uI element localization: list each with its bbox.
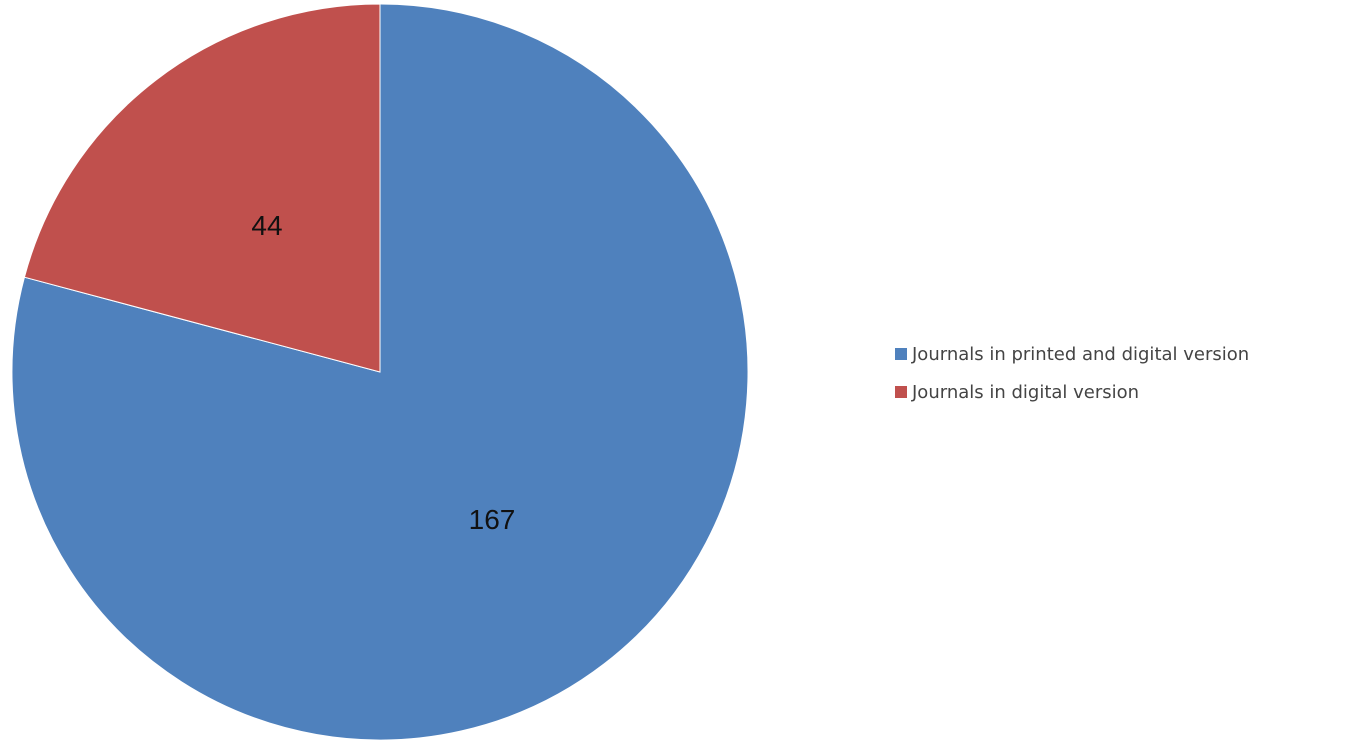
legend-item-digital: Journals in digital version — [895, 379, 1249, 405]
slice-label-digital: 44 — [251, 210, 282, 241]
pie-slices — [11, 3, 749, 740]
slice-label-printed-and-digital: 167 — [469, 504, 516, 535]
legend-swatch-printed-and-digital — [895, 348, 907, 360]
legend-item-printed-and-digital: Journals in printed and digital version — [895, 341, 1249, 367]
legend-label-digital: Journals in digital version — [912, 381, 1140, 403]
pie-slice-printed-and-digital — [11, 3, 749, 740]
pie-labels: 167 44 — [251, 210, 515, 535]
legend-swatch-digital — [895, 386, 907, 398]
pie-slice-digital — [23, 3, 381, 373]
legend-label-printed-and-digital: Journals in printed and digital version — [912, 343, 1250, 365]
legend: Journals in printed and digital version … — [895, 341, 1249, 417]
